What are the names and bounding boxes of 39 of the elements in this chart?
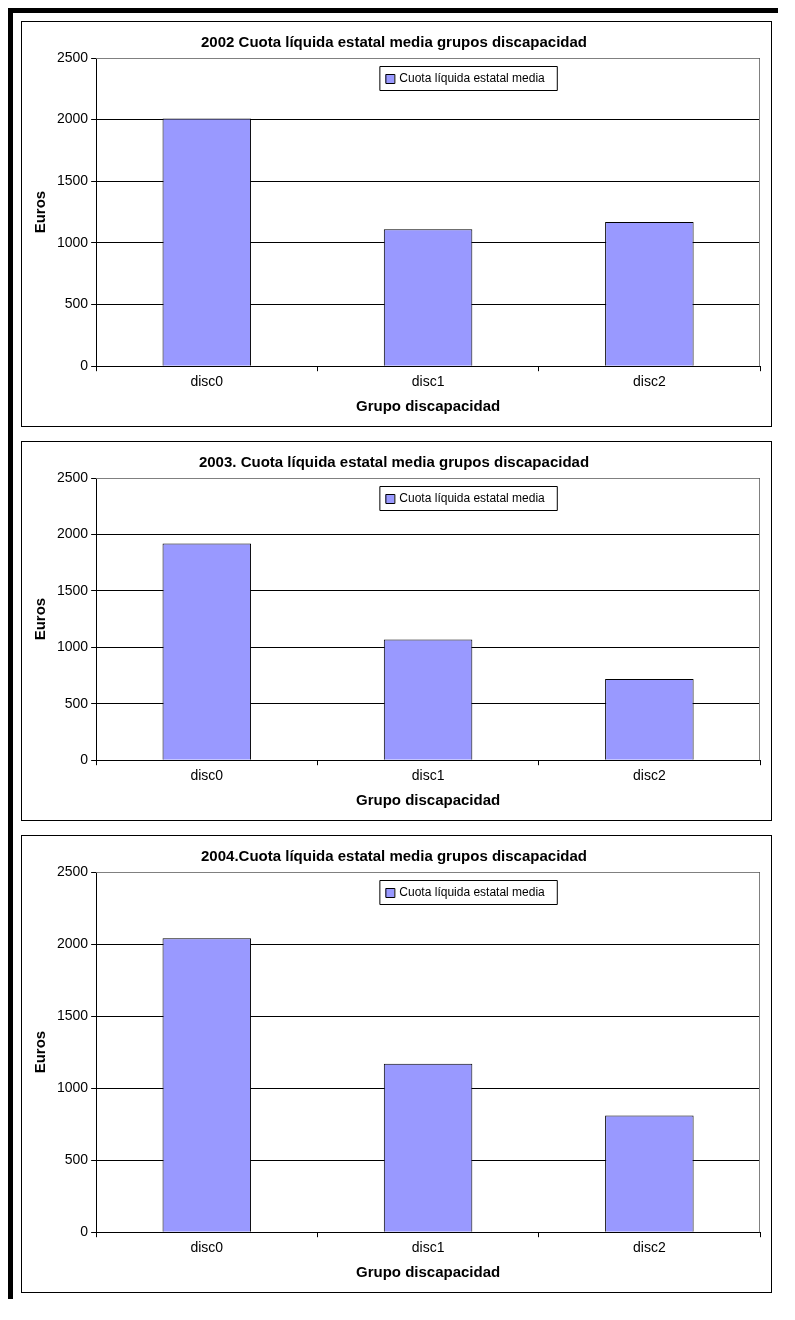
y-tick-label: 500 (64, 1151, 89, 1168)
y-tick-label: 0 (80, 1223, 89, 1240)
chart-title: 2002 Cuota líquida estatal media grupos discapacidad (201, 33, 587, 51)
x-axis-title: Grupo discapacidad (355, 791, 501, 809)
x-tick-label: disc1 (411, 1239, 445, 1256)
y-tick-label: 1000 (56, 233, 89, 250)
x-tick-label: disc2 (633, 1239, 666, 1256)
y-axis-title: Euros (31, 1030, 49, 1074)
chart-title: 2003. Cuota líquida estatal media grupos discapacidad (198, 453, 590, 471)
legend-label: Cuota líquida estatal media (399, 491, 546, 506)
y-tick-label: 2500 (56, 862, 89, 879)
y-tick-label: 500 (64, 295, 89, 312)
x-tick-label: disc2 (633, 373, 666, 390)
y-tick-label: 0 (80, 357, 89, 374)
x-tick-label: disc2 (633, 767, 666, 784)
y-tick-label: 1000 (56, 1078, 89, 1095)
y-tick-label: 2500 (56, 468, 89, 485)
y-tick-label: 1000 (56, 638, 89, 655)
y-tick-label: 500 (64, 694, 89, 711)
y-tick-label: 1500 (56, 172, 89, 189)
legend-label: Cuota líquida estatal media (399, 71, 546, 86)
chart-title: 2004.Cuota líquida estatal media grupos discapacidad (201, 847, 587, 865)
y-tick-label: 1500 (56, 581, 89, 598)
x-tick-label: disc0 (190, 373, 224, 390)
x-axis-title: Grupo discapacidad (355, 1263, 501, 1281)
x-tick-label: disc1 (411, 373, 445, 390)
y-tick-label: 2500 (56, 48, 89, 65)
legend-label: Cuota líquida estatal media (399, 885, 546, 900)
y-tick-label: 0 (80, 751, 89, 768)
y-axis-title: Euros (31, 597, 49, 641)
x-tick-label: disc1 (411, 767, 445, 784)
y-tick-label: 1500 (56, 1006, 89, 1023)
y-axis-title: Euros (31, 190, 49, 234)
x-tick-label: disc0 (190, 767, 224, 784)
x-tick-label: disc0 (190, 1239, 224, 1256)
y-tick-label: 2000 (56, 525, 89, 542)
y-tick-label: 2000 (56, 934, 89, 951)
x-axis-title: Grupo discapacidad (355, 397, 501, 415)
y-tick-label: 2000 (56, 110, 89, 127)
